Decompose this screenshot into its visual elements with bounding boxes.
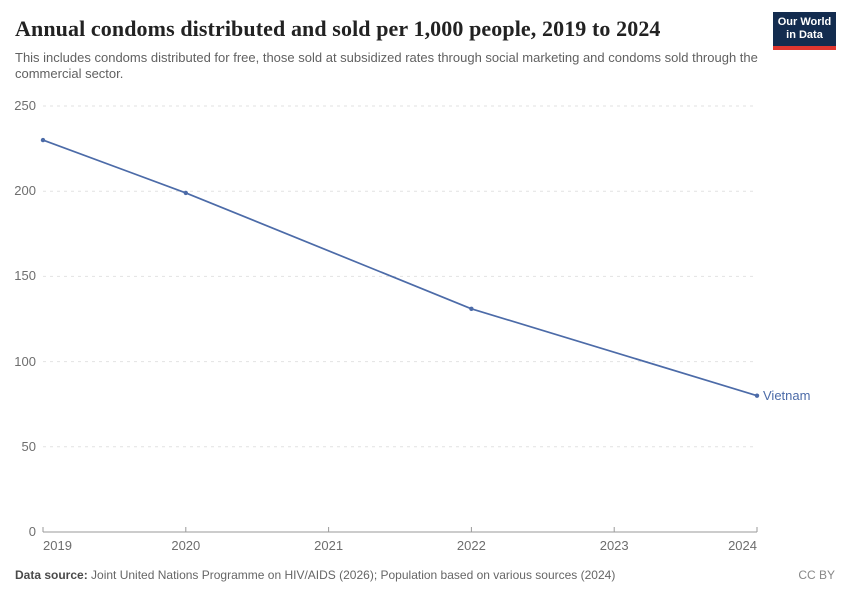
data-source-line[interactable]: Data source: Joint United Nations Progra… <box>15 568 615 583</box>
chart-title: Annual condoms distributed and sold per … <box>15 16 661 41</box>
license-link[interactable]: CC BY <box>798 568 835 582</box>
chart-subtitle: This includes condoms distributed for fr… <box>15 50 758 81</box>
x-tick-label: 2023 <box>599 538 629 553</box>
owid-logo-line1: Our World <box>777 16 832 28</box>
x-tick-label: 2019 <box>43 538 72 553</box>
owid-logo-line2: in Data <box>786 29 823 41</box>
y-tick-label: 250 <box>14 98 36 113</box>
x-tick-label: 2022 <box>456 538 486 553</box>
x-tick-label: 2024 <box>728 538 757 553</box>
y-tick-label: 200 <box>14 183 36 199</box>
chart-footer: Data source: Joint United Nations Progra… <box>15 568 835 583</box>
x-tick-label: 2020 <box>171 538 201 553</box>
data-point[interactable] <box>183 190 188 196</box>
x-tick-label: 2021 <box>314 538 344 553</box>
y-tick-label: 150 <box>14 268 36 284</box>
data-point[interactable] <box>469 306 474 311</box>
owid-logo[interactable]: Our World in Data <box>773 12 836 50</box>
data-point[interactable] <box>754 393 760 398</box>
data-source-label: Data source: <box>15 568 88 582</box>
data-point[interactable] <box>40 137 46 143</box>
y-tick-label: 0 <box>28 524 36 539</box>
y-tick-label: 50 <box>21 438 36 454</box>
series-label[interactable]: Vietnam <box>763 387 811 403</box>
y-tick-label: 100 <box>14 353 36 369</box>
data-source-text: Joint United Nations Programme on HIV/AI… <box>87 568 616 582</box>
series-line[interactable] <box>42 139 758 397</box>
